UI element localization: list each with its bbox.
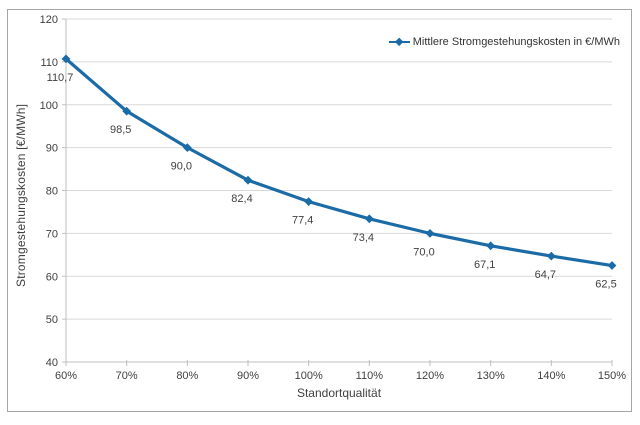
x-tick-label: 140% <box>537 370 565 382</box>
series-marker <box>243 175 253 185</box>
x-tick-label: 100% <box>295 370 323 382</box>
y-tick-label: 80 <box>46 186 58 198</box>
data-label: 73,4 <box>353 232 374 244</box>
data-label: 82,4 <box>231 193 252 205</box>
series-marker <box>61 54 71 64</box>
y-axis-title: Stromgestehungskosten [€/MWh] <box>14 103 28 287</box>
legend-line-marker-icon <box>388 37 410 47</box>
y-tick-label: 40 <box>46 357 58 369</box>
series-marker <box>546 251 556 261</box>
x-tick-label: 110% <box>356 370 384 382</box>
y-tick-label: 50 <box>46 314 58 326</box>
data-label: 110,7 <box>47 72 74 84</box>
data-label: 62,5 <box>595 279 616 291</box>
legend: Mittlere Stromgestehungskosten in €/MWh <box>388 34 620 50</box>
y-tick-label: 100 <box>40 100 58 112</box>
series-marker <box>122 106 132 116</box>
data-label: 67,1 <box>474 259 495 271</box>
y-tick-label: 110 <box>40 57 58 69</box>
y-tick-label: 70 <box>46 228 58 240</box>
x-tick-label: 70% <box>116 370 138 382</box>
data-label: 70,0 <box>413 246 434 258</box>
series-marker <box>486 241 496 251</box>
plot-canvas: 40 50 60 70 80 90 100 110 120 60% 70% 80% 90% 100% 110… <box>40 14 627 382</box>
chart-area: 40 50 60 70 80 90 100 110 120 60% 70% 80% 90% 100% 110… <box>7 9 632 412</box>
data-label: 98,5 <box>110 124 131 136</box>
series-marker <box>425 228 435 238</box>
series-marker <box>364 214 374 224</box>
y-tick-label: 60 <box>46 271 58 283</box>
y-tick-label: 90 <box>46 143 58 155</box>
x-tick-label: 150% <box>598 370 626 382</box>
series-marker <box>182 143 192 153</box>
x-tick-label: 130% <box>477 370 505 382</box>
x-tick-label: 60% <box>55 370 77 382</box>
y-tick-label: 120 <box>40 14 58 26</box>
x-tick-label: 80% <box>176 370 198 382</box>
x-tick-label: 120% <box>416 370 444 382</box>
legend-label: Mittlere Stromgestehungskosten in €/MWh <box>412 36 620 48</box>
data-label: 90,0 <box>171 161 192 173</box>
x-axis-title: Standortqualität <box>296 386 382 400</box>
series-marker <box>607 261 617 270</box>
series-marker <box>304 197 314 207</box>
x-tick-label: 90% <box>237 370 259 382</box>
data-label: 77,4 <box>292 215 313 227</box>
series-line <box>64 57 614 268</box>
data-label: 64,7 <box>535 269 556 281</box>
